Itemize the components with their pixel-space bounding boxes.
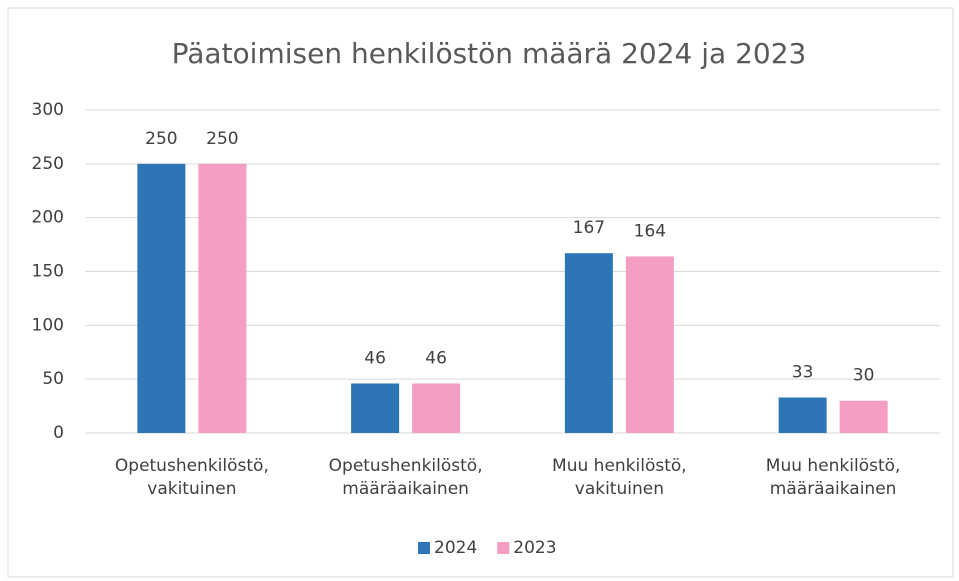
data-label: 164 xyxy=(634,221,666,241)
bar xyxy=(778,397,827,433)
y-tick-label: 100 xyxy=(32,315,64,335)
legend-swatch xyxy=(497,542,510,554)
data-label: 250 xyxy=(206,129,238,149)
y-tick-label: 300 xyxy=(32,100,64,120)
x-tick-label: Muu henkilöstö, vakituinen xyxy=(552,456,687,499)
data-label: 250 xyxy=(145,129,177,149)
y-tick-label: 150 xyxy=(32,262,64,282)
chart-title: Päatoimisen henkilöstön määrä 2024 ja 20… xyxy=(172,37,807,70)
y-tick-label: 200 xyxy=(32,208,64,228)
legend-label: 2023 xyxy=(513,538,556,558)
y-tick-label: 0 xyxy=(53,423,64,443)
x-tick-label: Muu henkilöstö, määräaikainen xyxy=(765,456,901,499)
x-tick-label: Opetushenkilöstö, vakituinen xyxy=(114,456,269,499)
bar xyxy=(564,253,613,433)
x-tick-label: Opetushenkilöstö, määräaikainen xyxy=(328,456,483,499)
y-tick-label: 250 xyxy=(32,154,64,174)
data-label: 46 xyxy=(364,348,386,368)
bar xyxy=(351,383,400,433)
data-label: 30 xyxy=(853,366,875,386)
bar xyxy=(137,163,186,434)
bar xyxy=(625,256,674,433)
legend-label: 2024 xyxy=(434,538,477,558)
data-label: 167 xyxy=(573,218,605,238)
legend-swatch xyxy=(418,542,430,554)
bar xyxy=(412,383,461,433)
bar xyxy=(198,163,247,434)
data-label: 46 xyxy=(425,348,447,368)
y-tick-label: 50 xyxy=(42,369,64,389)
data-label: 33 xyxy=(792,362,814,382)
bar xyxy=(839,400,888,433)
